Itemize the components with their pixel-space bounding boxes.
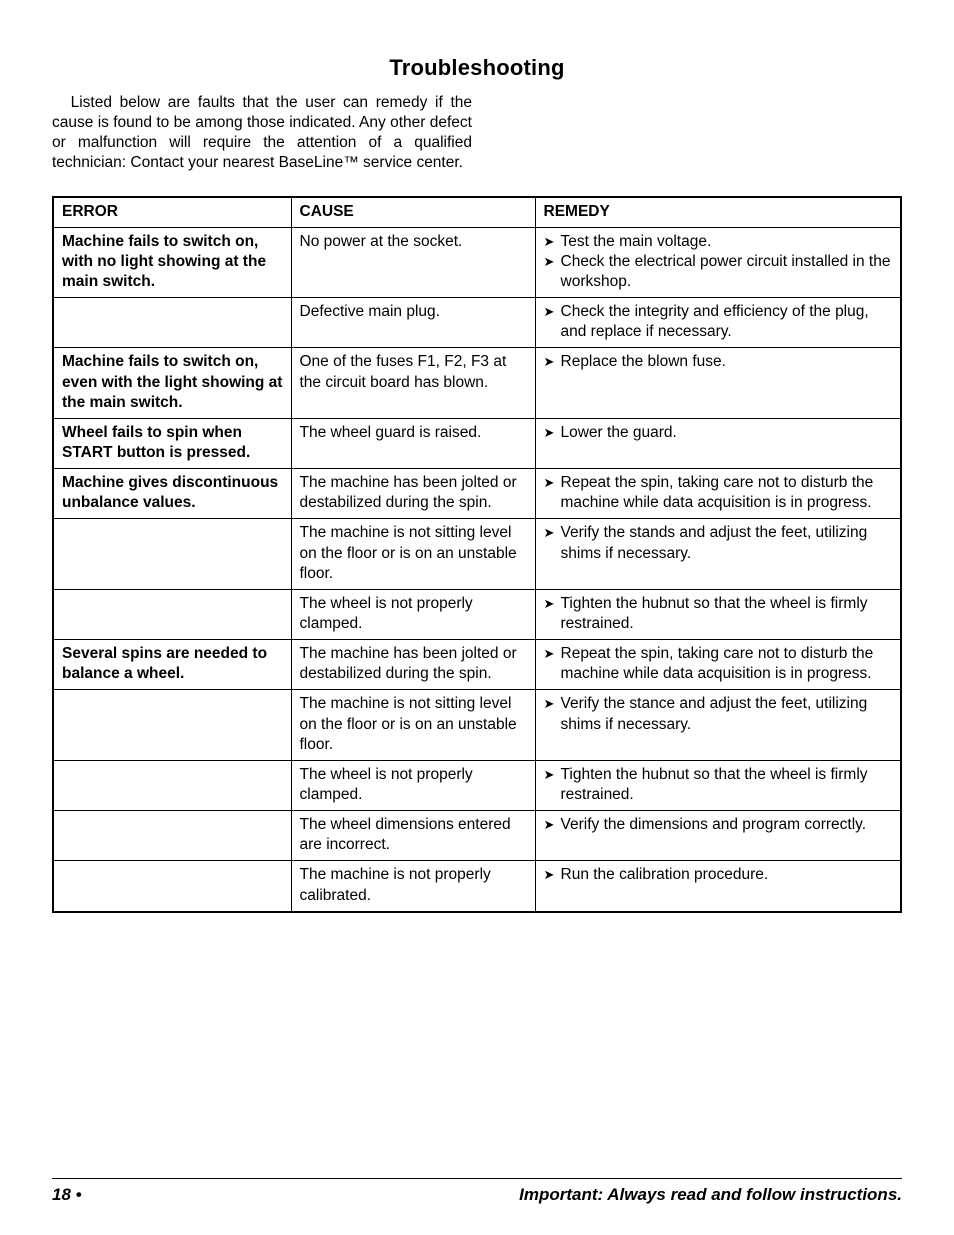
cell-cause: The machine has been jolted or destabili… xyxy=(291,469,535,519)
remedy-list: Repeat the spin, taking care not to dist… xyxy=(544,473,893,513)
table-body: Machine fails to switch on, with no ligh… xyxy=(53,227,901,911)
cell-remedy: Tighten the hubnut so that the wheel is … xyxy=(535,589,901,639)
cell-cause: The machine is not sitting level on the … xyxy=(291,690,535,760)
cell-cause: The wheel dimensions entered are incorre… xyxy=(291,811,535,861)
cell-error: Machine fails to switch on, even with th… xyxy=(53,348,291,418)
cell-error xyxy=(53,298,291,348)
table-row: The wheel is not properly clamped.Tighte… xyxy=(53,760,901,810)
table-header-row: ERROR CAUSE REMEDY xyxy=(53,197,901,228)
table-row: The machine is not properly calibrated. R… xyxy=(53,861,901,912)
cell-error xyxy=(53,690,291,760)
cell-remedy: Verify the dimensions and program correc… xyxy=(535,811,901,861)
header-cause: CAUSE xyxy=(291,197,535,228)
remedy-item: Repeat the spin, taking care not to dist… xyxy=(544,473,893,513)
remedy-list: Repeat the spin, taking care not to dist… xyxy=(544,644,893,684)
table-row: Machine gives discontinuous unbalance va… xyxy=(53,469,901,519)
remedy-item: Replace the blown fuse. xyxy=(544,352,893,372)
error-label: Several spins are needed to balance a wh… xyxy=(62,645,267,682)
header-remedy: REMEDY xyxy=(535,197,901,228)
table-row: The wheel dimensions entered are incorre… xyxy=(53,811,901,861)
cell-remedy: Run the calibration procedure. xyxy=(535,861,901,912)
cell-cause: One of the fuses F1, F2, F3 at the circu… xyxy=(291,348,535,418)
remedy-item: Tighten the hubnut so that the wheel is … xyxy=(544,594,893,634)
cell-cause: Defective main plug. xyxy=(291,298,535,348)
table-row: The machine is not sitting level on the … xyxy=(53,519,901,589)
remedy-list: Lower the guard. xyxy=(544,423,893,443)
remedy-list: Verify the stance and adjust the feet, u… xyxy=(544,694,893,734)
cell-cause: The machine is not properly calibrated. xyxy=(291,861,535,912)
remedy-list: Tighten the hubnut so that the wheel is … xyxy=(544,765,893,805)
cell-remedy: Replace the blown fuse. xyxy=(535,348,901,418)
error-label: Machine fails to switch on, even with th… xyxy=(62,353,282,410)
table-row: Wheel fails to spin when START button is… xyxy=(53,418,901,468)
remedy-item: Verify the stance and adjust the feet, u… xyxy=(544,694,893,734)
remedy-list: Run the calibration procedure. xyxy=(544,865,893,885)
table-row: Several spins are needed to balance a wh… xyxy=(53,640,901,690)
cell-remedy: Tighten the hubnut so that the wheel is … xyxy=(535,760,901,810)
remedy-item: Verify the dimensions and program correc… xyxy=(544,815,893,835)
page-footer: 18 • Important: Always read and follow i… xyxy=(52,1178,902,1205)
error-label: Wheel fails to spin when START button is… xyxy=(62,424,250,461)
table-row: Machine fails to switch on, with no ligh… xyxy=(53,227,901,297)
cell-error xyxy=(53,519,291,589)
header-error: ERROR xyxy=(53,197,291,228)
remedy-list: Replace the blown fuse. xyxy=(544,352,893,372)
cell-error xyxy=(53,861,291,912)
cell-error xyxy=(53,811,291,861)
cell-remedy: Test the main voltage.Check the electric… xyxy=(535,227,901,297)
cell-error: Machine fails to switch on, with no ligh… xyxy=(53,227,291,297)
page-number: 18 • xyxy=(52,1185,82,1205)
remedy-list: Check the integrity and efficiency of th… xyxy=(544,302,893,342)
cell-remedy: Repeat the spin, taking care not to dist… xyxy=(535,469,901,519)
cell-remedy: Repeat the spin, taking care not to dist… xyxy=(535,640,901,690)
cell-error: Machine gives discontinuous unbalance va… xyxy=(53,469,291,519)
footer-note: Important: Always read and follow instru… xyxy=(519,1185,902,1205)
cell-cause: The wheel guard is raised. xyxy=(291,418,535,468)
page-container: Troubleshooting Listed below are faults … xyxy=(0,0,954,1235)
remedy-list: Test the main voltage.Check the electric… xyxy=(544,232,893,292)
remedy-list: Verify the stands and adjust the feet, u… xyxy=(544,523,893,563)
cell-remedy: Lower the guard. xyxy=(535,418,901,468)
cell-cause: The machine has been jolted or destabili… xyxy=(291,640,535,690)
remedy-item: Check the integrity and efficiency of th… xyxy=(544,302,893,342)
remedy-item: Repeat the spin, taking care not to dist… xyxy=(544,644,893,684)
remedy-item: Verify the stands and adjust the feet, u… xyxy=(544,523,893,563)
cell-error: Several spins are needed to balance a wh… xyxy=(53,640,291,690)
remedy-item: Check the electrical power circuit insta… xyxy=(544,252,893,292)
troubleshooting-table: ERROR CAUSE REMEDY Machine fails to swit… xyxy=(52,196,902,913)
remedy-item: Test the main voltage. xyxy=(544,232,893,252)
error-label: Machine gives discontinuous unbalance va… xyxy=(62,474,278,511)
intro-column: Listed below are faults that the user ca… xyxy=(52,93,472,196)
cell-cause: The wheel is not properly clamped. xyxy=(291,760,535,810)
table-row: The wheel is not properly clamped.Tighte… xyxy=(53,589,901,639)
cell-cause: The wheel is not properly clamped. xyxy=(291,589,535,639)
cell-remedy: Check the integrity and efficiency of th… xyxy=(535,298,901,348)
remedy-item: Run the calibration procedure. xyxy=(544,865,893,885)
table-row: The machine is not sitting level on the … xyxy=(53,690,901,760)
remedy-item: Tighten the hubnut so that the wheel is … xyxy=(544,765,893,805)
cell-cause: The machine is not sitting level on the … xyxy=(291,519,535,589)
remedy-list: Verify the dimensions and program correc… xyxy=(544,815,893,835)
error-label: Machine fails to switch on, with no ligh… xyxy=(62,233,266,290)
table-row: Machine fails to switch on, even with th… xyxy=(53,348,901,418)
intro-paragraph: Listed below are faults that the user ca… xyxy=(52,93,472,174)
cell-cause: No power at the socket. xyxy=(291,227,535,297)
cell-remedy: Verify the stands and adjust the feet, u… xyxy=(535,519,901,589)
remedy-item: Lower the guard. xyxy=(544,423,893,443)
cell-error: Wheel fails to spin when START button is… xyxy=(53,418,291,468)
table-row: Defective main plug.Check the integrity … xyxy=(53,298,901,348)
remedy-list: Tighten the hubnut so that the wheel is … xyxy=(544,594,893,634)
cell-remedy: Verify the stance and adjust the feet, u… xyxy=(535,690,901,760)
cell-error xyxy=(53,760,291,810)
page-heading: Troubleshooting xyxy=(52,55,902,81)
cell-error xyxy=(53,589,291,639)
